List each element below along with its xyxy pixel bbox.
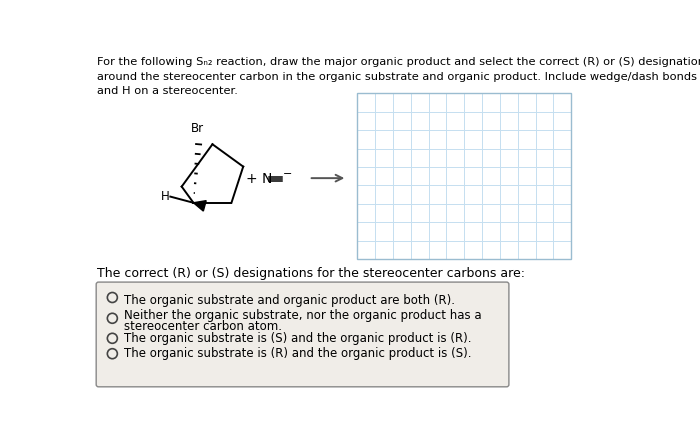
Text: The correct (R) or (S) designations for the stereocenter carbons are:: The correct (R) or (S) designations for …	[97, 267, 525, 280]
Text: stereocenter carbon atom.: stereocenter carbon atom.	[123, 320, 281, 333]
Text: Br: Br	[190, 122, 204, 135]
Text: −: −	[283, 169, 292, 178]
Text: The organic substrate is (R) and the organic product is (S).: The organic substrate is (R) and the org…	[123, 347, 471, 360]
Bar	[357, 93, 571, 259]
Text: Neither the organic substrate, nor the organic product has a: Neither the organic substrate, nor the o…	[123, 309, 481, 322]
Text: For the following Sₙ₂ reaction, draw the major organic product and select the co: For the following Sₙ₂ reaction, draw the…	[97, 57, 700, 96]
Text: +: +	[245, 172, 257, 186]
Text: H: H	[160, 190, 169, 203]
Text: The organic substrate and organic product are both (R).: The organic substrate and organic produc…	[123, 295, 454, 307]
Bar	[357, 93, 571, 259]
Polygon shape	[193, 201, 206, 211]
FancyBboxPatch shape	[96, 282, 509, 387]
Text: N: N	[262, 172, 272, 186]
Text: The organic substrate is (S) and the organic product is (R).: The organic substrate is (S) and the org…	[123, 332, 471, 345]
